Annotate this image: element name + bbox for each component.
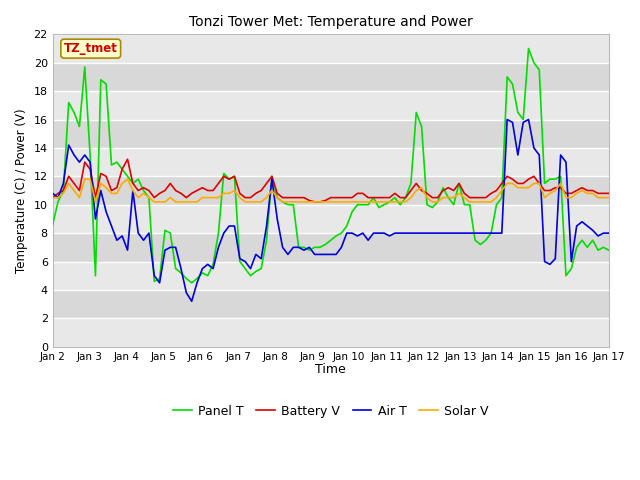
Solar V xyxy=(300,199,308,205)
Bar xyxy=(52,176,609,205)
Battery V xyxy=(49,195,56,201)
Battery V xyxy=(129,180,137,186)
Bar xyxy=(52,148,609,176)
Battery V xyxy=(124,156,131,162)
Solar V xyxy=(605,195,612,201)
Battery V xyxy=(268,173,276,179)
Y-axis label: Temperature (C) / Power (V): Temperature (C) / Power (V) xyxy=(15,108,28,273)
Panel T xyxy=(295,244,303,250)
Solar V xyxy=(466,199,474,205)
Air T xyxy=(54,195,62,201)
Air T xyxy=(503,117,511,122)
Panel T xyxy=(268,173,276,179)
Bar xyxy=(52,35,609,63)
Battery V xyxy=(295,195,303,201)
Line: Solar V: Solar V xyxy=(52,179,609,202)
Battery V xyxy=(54,191,62,196)
Solar V xyxy=(273,195,281,201)
Line: Panel T: Panel T xyxy=(52,48,609,283)
Solar V xyxy=(461,195,468,201)
Legend: Panel T, Battery V, Air T, Solar V: Panel T, Battery V, Air T, Solar V xyxy=(168,400,493,423)
Panel T xyxy=(124,173,131,179)
Air T xyxy=(295,244,303,250)
Panel T xyxy=(54,199,62,205)
Bar xyxy=(52,205,609,233)
Battery V xyxy=(605,191,612,196)
Solar V xyxy=(49,195,56,201)
Line: Air T: Air T xyxy=(52,120,609,301)
Bar xyxy=(52,318,609,347)
Solar V xyxy=(92,199,99,205)
Bar xyxy=(52,233,609,262)
Air T xyxy=(461,230,468,236)
Panel T xyxy=(49,222,56,228)
Air T xyxy=(188,299,196,304)
Solar V xyxy=(54,195,62,201)
Solar V xyxy=(134,195,142,201)
Battery V xyxy=(461,191,468,196)
Battery V xyxy=(311,199,319,205)
Battery V xyxy=(466,195,474,201)
Air T xyxy=(455,230,463,236)
X-axis label: Time: Time xyxy=(316,363,346,376)
Air T xyxy=(268,176,276,182)
Solar V xyxy=(81,176,88,182)
Air T xyxy=(124,247,131,253)
Panel T xyxy=(461,202,468,208)
Title: Tonzi Tower Met: Temperature and Power: Tonzi Tower Met: Temperature and Power xyxy=(189,15,472,29)
Air T xyxy=(49,191,56,196)
Panel T xyxy=(188,280,196,286)
Panel T xyxy=(455,180,463,186)
Text: TZ_tmet: TZ_tmet xyxy=(64,42,118,55)
Panel T xyxy=(525,46,532,51)
Bar xyxy=(52,120,609,148)
Line: Battery V: Battery V xyxy=(52,159,609,202)
Bar xyxy=(52,262,609,290)
Panel T xyxy=(605,247,612,253)
Air T xyxy=(605,230,612,236)
Bar xyxy=(52,91,609,120)
Bar xyxy=(52,290,609,318)
Bar xyxy=(52,63,609,91)
